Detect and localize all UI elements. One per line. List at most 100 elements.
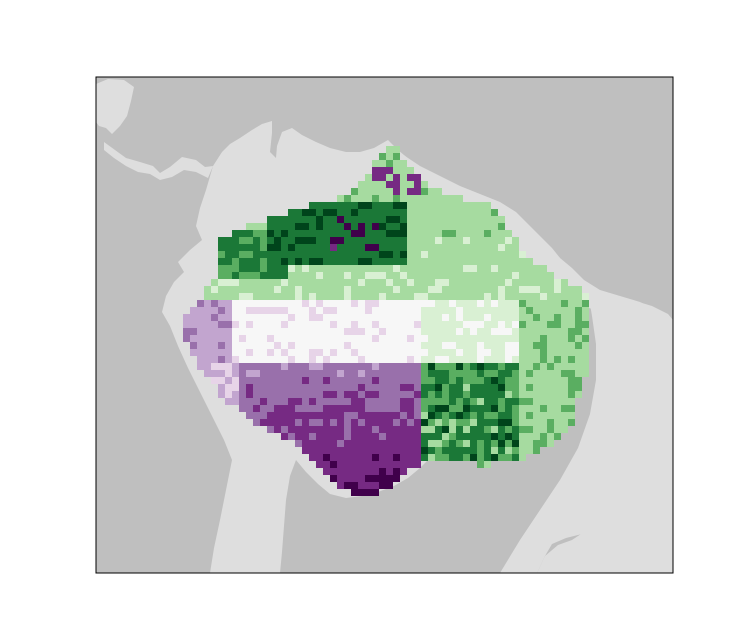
raster-cell: [260, 370, 267, 377]
raster-cell: [295, 398, 302, 405]
raster-cell: [393, 223, 400, 230]
raster-cell: [295, 293, 302, 300]
raster-cell: [428, 384, 435, 391]
raster-cell: [267, 342, 274, 349]
raster-cell: [330, 328, 337, 335]
raster-cell: [260, 349, 267, 356]
raster-cell: [470, 454, 477, 461]
raster-cell: [449, 223, 456, 230]
raster-cell: [218, 314, 225, 321]
raster-cell: [554, 412, 561, 419]
raster-cell: [421, 321, 428, 328]
raster-cell: [393, 244, 400, 251]
raster-cell: [351, 195, 358, 202]
raster-cell: [393, 475, 400, 482]
raster-cell: [274, 286, 281, 293]
raster-cell: [463, 209, 470, 216]
raster-cell: [484, 251, 491, 258]
raster-cell: [470, 328, 477, 335]
raster-cell: [526, 293, 533, 300]
raster-cell: [351, 251, 358, 258]
raster-cell: [470, 405, 477, 412]
raster-cell: [456, 244, 463, 251]
raster-cell: [407, 258, 414, 265]
raster-cell: [540, 370, 547, 377]
raster-cell: [526, 258, 533, 265]
raster-cell: [442, 300, 449, 307]
raster-cell: [246, 279, 253, 286]
raster-cell: [400, 307, 407, 314]
raster-cell: [190, 307, 197, 314]
raster-cell: [540, 377, 547, 384]
raster-cell: [344, 272, 351, 279]
raster-cell: [309, 405, 316, 412]
raster-cell: [344, 321, 351, 328]
raster-cell: [330, 279, 337, 286]
raster-cell: [372, 356, 379, 363]
raster-cell: [365, 335, 372, 342]
raster-cell: [323, 412, 330, 419]
raster-cell: [407, 279, 414, 286]
raster-cell: [309, 391, 316, 398]
raster-cell: [435, 216, 442, 223]
raster-cell: [379, 475, 386, 482]
raster-cell: [358, 391, 365, 398]
raster-cell: [442, 405, 449, 412]
raster-cell: [330, 419, 337, 426]
raster-cell: [386, 468, 393, 475]
raster-cell: [575, 384, 582, 391]
raster-cell: [393, 237, 400, 244]
raster-cell: [540, 405, 547, 412]
raster-cell: [519, 293, 526, 300]
raster-cell: [575, 286, 582, 293]
raster-cell: [316, 342, 323, 349]
raster-cell: [281, 349, 288, 356]
raster-cell: [491, 251, 498, 258]
raster-cell: [435, 391, 442, 398]
raster-cell: [302, 391, 309, 398]
raster-cell: [456, 426, 463, 433]
raster-cell: [309, 307, 316, 314]
raster-cell: [491, 419, 498, 426]
raster-cell: [400, 230, 407, 237]
raster-cell: [323, 461, 330, 468]
raster-cell: [554, 419, 561, 426]
raster-cell: [316, 286, 323, 293]
raster-cell: [456, 272, 463, 279]
raster-cell: [428, 363, 435, 370]
raster-cell: [372, 279, 379, 286]
raster-cell: [365, 426, 372, 433]
raster-cell: [260, 293, 267, 300]
raster-cell: [330, 412, 337, 419]
raster-cell: [505, 237, 512, 244]
raster-cell: [484, 216, 491, 223]
raster-cell: [421, 447, 428, 454]
raster-cell: [568, 391, 575, 398]
raster-cell: [505, 454, 512, 461]
raster-cell: [330, 230, 337, 237]
raster-cell: [239, 356, 246, 363]
raster-cell: [505, 447, 512, 454]
raster-cell: [246, 384, 253, 391]
raster-cell: [379, 328, 386, 335]
raster-cell: [400, 377, 407, 384]
raster-cell: [547, 335, 554, 342]
raster-cell: [400, 244, 407, 251]
raster-cell: [337, 300, 344, 307]
raster-cell: [498, 258, 505, 265]
raster-cell: [330, 223, 337, 230]
raster-cell: [372, 160, 379, 167]
raster-cell: [337, 426, 344, 433]
raster-cell: [463, 398, 470, 405]
raster-cell: [267, 335, 274, 342]
raster-cell: [533, 314, 540, 321]
raster-cell: [421, 356, 428, 363]
raster-cell: [491, 321, 498, 328]
raster-cell: [582, 335, 589, 342]
raster-cell: [225, 384, 232, 391]
raster-cell: [435, 440, 442, 447]
raster-cell: [372, 244, 379, 251]
raster-cell: [190, 335, 197, 342]
raster-cell: [365, 440, 372, 447]
raster-cell: [428, 286, 435, 293]
